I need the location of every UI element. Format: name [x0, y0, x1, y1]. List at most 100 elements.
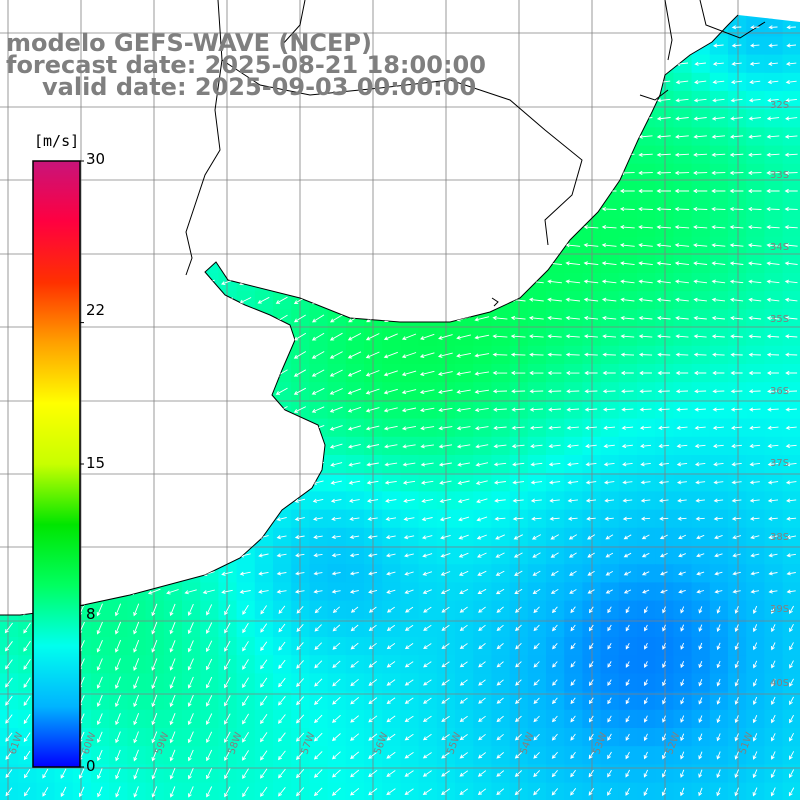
- wind-speed-cell: [564, 564, 583, 583]
- wind-speed-cell: [418, 327, 438, 347]
- wind-arrow: [4, 641, 13, 652]
- wind-arrow: [515, 606, 522, 613]
- wind-speed-cell: [309, 509, 329, 529]
- wind-arrow: [694, 462, 706, 467]
- wind-arrow: [440, 552, 451, 558]
- wind-arrow: [510, 370, 526, 375]
- wind-speed-cell: [637, 600, 656, 620]
- wind-arrow: [187, 731, 194, 744]
- wind-arrow: [734, 715, 739, 724]
- wind-arrow: [620, 315, 635, 321]
- wind-arrow: [402, 444, 416, 449]
- wind-arrow: [785, 443, 797, 449]
- wind-speed-cell: [200, 673, 219, 693]
- wind-arrow: [368, 571, 378, 576]
- wind-arrow: [313, 553, 323, 558]
- wind-arrow: [23, 750, 31, 761]
- wind-arrow: [734, 787, 740, 797]
- wind-speed-cell: [327, 764, 347, 784]
- wind-arrow: [330, 480, 342, 485]
- wind-speed-cell: [491, 564, 511, 583]
- wind-speed-cell: [473, 491, 492, 511]
- wind-speed-cell: [218, 637, 238, 656]
- wind-speed-cell: [327, 746, 347, 765]
- wind-arrow: [657, 370, 670, 376]
- wind-arrow: [730, 389, 743, 394]
- wind-arrow: [625, 769, 630, 778]
- wind-speed-cell: [746, 618, 765, 638]
- wind-arrow: [458, 534, 469, 540]
- wind-arrow: [404, 752, 414, 759]
- wind-speed-cell: [491, 655, 511, 674]
- wind-arrow: [752, 769, 758, 779]
- wind-arrow: [169, 603, 176, 617]
- wind-speed-cell: [91, 655, 110, 674]
- wind-speed-cell: [546, 655, 565, 674]
- wind-speed-cell: [764, 527, 784, 547]
- wind-arrow: [731, 516, 742, 521]
- wind-arrow: [752, 605, 758, 614]
- wind-speed-cell: [491, 746, 511, 765]
- wind-arrow: [350, 606, 359, 613]
- wind-speed-cell: [236, 673, 256, 693]
- wind-arrow: [680, 606, 685, 614]
- wind-arrow: [693, 352, 707, 357]
- wind-arrow: [716, 769, 721, 779]
- wind-arrow: [638, 243, 653, 248]
- wind-speed-cell: [345, 491, 365, 511]
- wind-speed-cell: [491, 709, 511, 729]
- latitude-label: 33S: [770, 170, 789, 181]
- wind-arrow: [242, 622, 249, 634]
- wind-arrow: [693, 225, 708, 230]
- wind-arrow: [785, 116, 798, 121]
- wind-arrow: [623, 589, 632, 594]
- wind-arrow: [674, 188, 690, 194]
- wind-arrow: [169, 676, 176, 689]
- wind-arrow: [331, 733, 341, 742]
- wind-arrow: [314, 624, 322, 632]
- wind-arrow: [551, 606, 558, 614]
- wind-speed-cell: [163, 618, 183, 638]
- wind-arrow: [766, 225, 780, 230]
- wind-arrow: [714, 534, 723, 540]
- wind-arrow: [367, 516, 378, 521]
- wind-arrow: [676, 443, 688, 449]
- wind-arrow: [766, 370, 779, 376]
- wind-speed-cell: [637, 655, 656, 674]
- wind-arrow: [748, 334, 762, 339]
- wind-arrow: [169, 731, 176, 744]
- wind-arrow: [386, 679, 396, 686]
- wind-speed-cell: [218, 691, 238, 711]
- wind-speed-cell: [218, 746, 238, 765]
- wind-speed-cell: [473, 418, 492, 438]
- wind-arrow: [512, 462, 525, 467]
- wind-speed-cell: [709, 564, 729, 583]
- wind-speed-cell: [345, 527, 365, 547]
- wind-speed-cell: [345, 345, 365, 365]
- wind-arrow: [747, 188, 762, 194]
- wind-arrow: [657, 407, 670, 412]
- wind-speed-cell: [163, 582, 183, 602]
- wind-speed-cell: [145, 618, 165, 638]
- wind-speed-cell: [455, 673, 474, 693]
- wind-arrow: [620, 334, 635, 339]
- wind-speed-cell: [618, 582, 638, 602]
- wind-arrow: [621, 425, 634, 430]
- wind-arrow: [533, 733, 540, 741]
- wind-speed-cell: [218, 655, 238, 674]
- wind-arrow: [383, 425, 398, 431]
- wind-speed-cell: [163, 691, 183, 711]
- wind-speed-cell: [236, 655, 256, 674]
- wind-arrow: [385, 553, 396, 558]
- wind-arrow: [680, 624, 685, 632]
- wind-speed-cell: [527, 728, 547, 747]
- wind-speed-cell: [382, 418, 401, 438]
- wind-arrow: [205, 695, 213, 707]
- wind-arrow: [656, 297, 671, 302]
- wind-arrow: [662, 624, 666, 632]
- wind-arrow: [551, 697, 558, 705]
- wind-arrow: [528, 297, 544, 302]
- wind-speed-cell: [182, 582, 201, 602]
- wind-speed-cell: [709, 764, 729, 784]
- wind-arrow: [694, 443, 706, 449]
